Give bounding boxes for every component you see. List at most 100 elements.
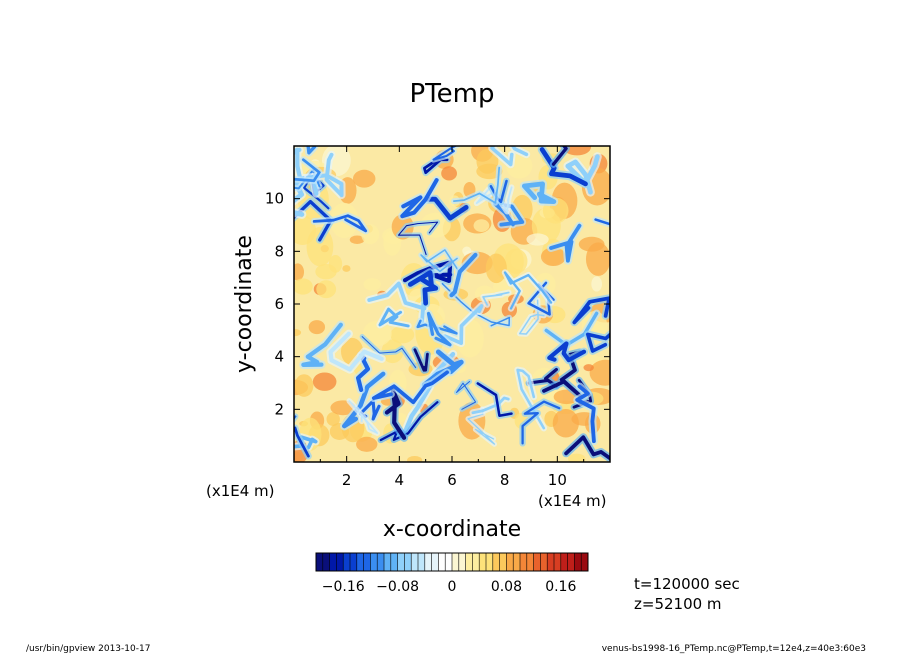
colorbar-tick-label: −0.08	[376, 579, 419, 595]
field-patch	[294, 215, 316, 246]
field-patch	[352, 169, 376, 188]
cool-filament	[348, 400, 379, 434]
cool-filament	[294, 426, 310, 458]
cool-filament	[305, 152, 344, 198]
plot-area	[293, 145, 611, 463]
footer-right: venus-bs1998-16_PTemp.nc@PTemp,t=12e4,z=…	[602, 644, 866, 654]
colorbar-ticks: −0.16 −0.08 0 0.08 0.16	[322, 579, 577, 595]
field-patch	[540, 247, 566, 267]
cool-filament	[565, 154, 600, 195]
field-patch	[294, 278, 313, 295]
y-tick-label: 4	[274, 348, 284, 366]
cool-filament	[294, 158, 321, 183]
cool-filament	[544, 311, 599, 347]
field-patch	[552, 408, 579, 438]
colorbar-tick-label: −0.16	[322, 579, 365, 595]
field-patch	[308, 320, 326, 335]
cool-filament	[397, 221, 439, 256]
x-axis-ticks: 2 4 6 8 10	[319, 146, 585, 489]
field-patch	[567, 453, 586, 462]
cool-filament	[424, 196, 469, 221]
y-axis-ticks: 2 4 6 8 10	[265, 190, 610, 418]
cool-filament	[294, 415, 297, 421]
cool-filament	[503, 271, 553, 310]
cool-filament	[455, 380, 477, 410]
cool-filament	[443, 304, 484, 346]
field-patch	[526, 233, 549, 246]
cool-filament	[328, 331, 384, 372]
temperature-field	[294, 146, 610, 462]
field-patch	[585, 242, 610, 276]
cool-filament	[575, 384, 596, 444]
cool-filament	[521, 181, 557, 204]
x-axis-label: x-coordinate	[383, 517, 521, 542]
cool-filament	[594, 218, 610, 226]
field-patch	[390, 326, 415, 344]
colorbar-tick-label: 0	[448, 579, 457, 595]
cool-filament	[518, 299, 545, 335]
cool-filament	[371, 370, 449, 405]
x-tick-label: 6	[447, 471, 457, 489]
cool-filament	[564, 435, 610, 461]
y-tick-label: 6	[274, 295, 284, 313]
cool-filament	[400, 178, 439, 219]
field-patch	[328, 255, 343, 273]
field-patch	[441, 166, 457, 181]
height-label: z=52100 m	[634, 595, 722, 613]
y-tick-label: 2	[274, 400, 284, 418]
colorbar-frame	[315, 552, 589, 572]
cool-filament	[420, 249, 460, 273]
y-tick-label: 8	[274, 242, 284, 260]
cool-filament	[482, 291, 510, 306]
cool-filament	[490, 146, 529, 167]
cool-filament	[476, 382, 513, 417]
field-patch	[294, 263, 305, 281]
cool-filament	[413, 348, 429, 372]
cool-filament	[312, 214, 368, 233]
cool-filament	[549, 223, 582, 263]
x-unit-label: (x1E4 m)	[538, 492, 607, 510]
x-tick-label: 8	[500, 471, 510, 489]
cool-filament	[453, 166, 501, 204]
field-patch	[342, 265, 351, 272]
field-patch	[589, 359, 610, 386]
field-patch	[583, 364, 594, 372]
cool-filament	[432, 146, 458, 161]
field-patch	[316, 280, 337, 299]
cool-filament	[294, 199, 333, 242]
cool-filament	[361, 336, 417, 369]
y-axis-label: y-coordinate	[232, 235, 257, 373]
field-patch	[591, 276, 602, 292]
field-patch	[473, 219, 490, 233]
field-patch	[476, 148, 499, 174]
field-patch	[349, 235, 365, 244]
field-patch	[326, 412, 340, 427]
y-tick-label: 10	[265, 190, 284, 208]
cool-filament	[475, 186, 513, 213]
y-unit-label: (x1E4 m)	[206, 482, 275, 500]
field-patch	[294, 329, 302, 337]
field-patch	[485, 253, 507, 284]
cool-filament	[585, 332, 610, 353]
cool-filament	[521, 400, 561, 445]
footer-left: /usr/bin/gpview 2013-10-17	[26, 644, 150, 654]
cool-filament	[449, 252, 478, 298]
time-label: t=120000 sec	[634, 575, 740, 593]
cool-filament	[384, 388, 407, 440]
colorbar-tick-label: 0.16	[545, 579, 576, 595]
cool-filament	[342, 371, 386, 429]
cool-filament	[551, 146, 568, 166]
field-patch	[363, 278, 382, 291]
field-patch	[562, 146, 592, 156]
field-patch	[362, 320, 392, 347]
field-patch	[312, 372, 337, 391]
x-tick-label: 10	[548, 471, 567, 489]
cool-filament	[301, 322, 343, 367]
colorbar-tick-label: 0.08	[491, 579, 522, 595]
field-patch	[407, 456, 423, 462]
colorbar	[315, 552, 589, 572]
cool-filament	[426, 311, 452, 347]
x-tick-label: 4	[395, 471, 405, 489]
chart-title: PTemp	[410, 79, 495, 109]
